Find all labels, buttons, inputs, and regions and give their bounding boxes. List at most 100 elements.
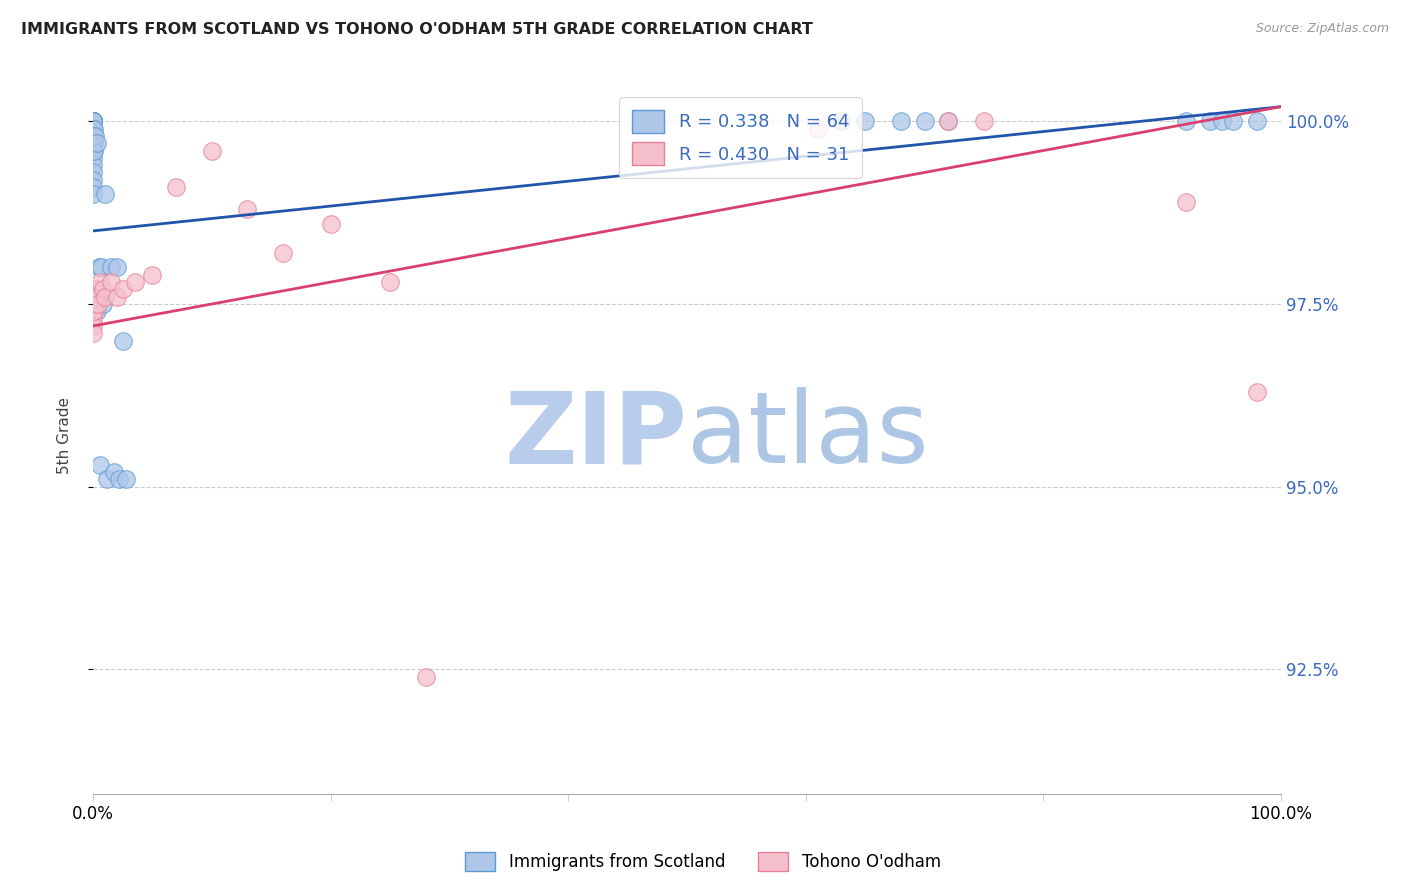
Point [111, 282, 134, 296]
Point [82, 180, 104, 194]
Point [83, 121, 105, 136]
Point [1174, 194, 1197, 209]
Point [82, 114, 104, 128]
Point [82, 297, 104, 311]
Point [1246, 114, 1268, 128]
Point [82, 114, 104, 128]
Point [91, 282, 114, 296]
Point [100, 260, 122, 275]
Point [82, 151, 104, 165]
Point [378, 275, 401, 289]
Point [830, 114, 852, 128]
Point [201, 144, 224, 158]
Point [86, 290, 108, 304]
Point [89, 458, 111, 472]
Point [807, 121, 830, 136]
Point [83, 128, 105, 143]
Point [91, 297, 114, 311]
Point [1222, 114, 1244, 128]
Point [82, 128, 104, 143]
Legend: R = 0.338   N = 64, R = 0.430   N = 31: R = 0.338 N = 64, R = 0.430 N = 31 [619, 97, 862, 178]
Point [87, 290, 110, 304]
Point [415, 670, 437, 684]
Point [319, 217, 342, 231]
Point [84, 290, 107, 304]
Point [82, 114, 104, 128]
Point [84, 297, 107, 311]
Point [82, 304, 104, 318]
Point [82, 114, 104, 128]
Point [82, 121, 104, 136]
Point [936, 114, 959, 128]
Point [82, 311, 104, 326]
Point [87, 297, 110, 311]
Point [87, 260, 110, 275]
Point [103, 465, 125, 479]
Point [82, 128, 104, 143]
Y-axis label: 5th Grade: 5th Grade [58, 397, 72, 474]
Text: atlas: atlas [688, 387, 928, 484]
Point [853, 114, 876, 128]
Point [100, 275, 122, 289]
Point [1246, 384, 1268, 399]
Point [83, 144, 105, 158]
Point [82, 121, 104, 136]
Point [82, 114, 104, 128]
Point [82, 121, 104, 136]
Point [82, 114, 104, 128]
Point [89, 275, 111, 289]
Point [890, 114, 912, 128]
Point [1198, 114, 1220, 128]
Legend: Immigrants from Scotland, Tohono O'odham: Immigrants from Scotland, Tohono O'odham [457, 843, 949, 880]
Point [141, 268, 163, 282]
Point [84, 128, 107, 143]
Point [82, 114, 104, 128]
Point [82, 114, 104, 128]
Point [82, 136, 104, 151]
Point [236, 202, 259, 216]
Point [105, 260, 128, 275]
Point [94, 187, 117, 202]
Point [115, 472, 138, 486]
Point [83, 297, 105, 311]
Point [84, 282, 107, 296]
Text: Source: ZipAtlas.com: Source: ZipAtlas.com [1256, 22, 1389, 36]
Point [82, 173, 104, 187]
Point [936, 114, 959, 128]
Point [108, 472, 131, 486]
Point [82, 326, 104, 341]
Point [1211, 114, 1233, 128]
Point [86, 136, 108, 151]
Point [94, 290, 117, 304]
Point [82, 114, 104, 128]
Point [82, 144, 104, 158]
Point [82, 114, 104, 128]
Point [83, 304, 105, 318]
Point [82, 144, 104, 158]
Point [82, 114, 104, 128]
Point [82, 114, 104, 128]
Point [105, 290, 128, 304]
Point [973, 114, 995, 128]
Point [82, 114, 104, 128]
Point [83, 136, 105, 151]
Point [90, 260, 112, 275]
Point [83, 304, 105, 318]
Text: ZIP: ZIP [505, 387, 688, 484]
Point [914, 114, 936, 128]
Point [82, 114, 104, 128]
Point [82, 165, 104, 179]
Point [271, 245, 294, 260]
Point [124, 275, 146, 289]
Point [82, 114, 104, 128]
Point [82, 158, 104, 172]
Point [83, 297, 105, 311]
Point [1174, 114, 1197, 128]
Point [96, 472, 118, 486]
Point [111, 334, 134, 348]
Point [82, 318, 104, 333]
Point [86, 304, 108, 318]
Point [82, 136, 104, 151]
Point [83, 282, 105, 296]
Text: IMMIGRANTS FROM SCOTLAND VS TOHONO O'ODHAM 5TH GRADE CORRELATION CHART: IMMIGRANTS FROM SCOTLAND VS TOHONO O'ODH… [21, 22, 813, 37]
